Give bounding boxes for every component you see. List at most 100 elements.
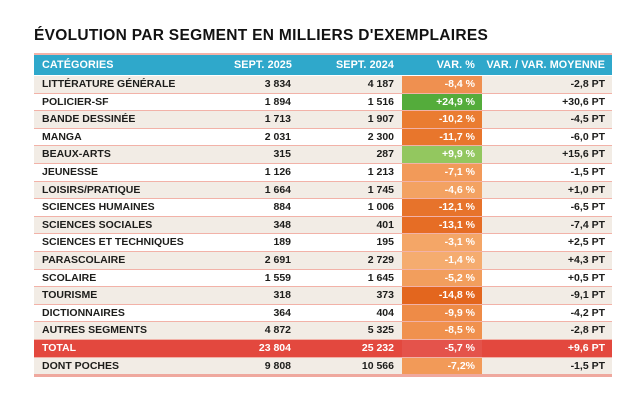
sept-2025-cell: 23 804	[258, 341, 291, 354]
sept-2025-cell: 884	[273, 201, 291, 214]
sept-2025-cell: 2 691	[264, 253, 291, 266]
category-cell: AUTRES SEGMENTS	[42, 324, 148, 337]
sept-2024-cell: 2 300	[367, 130, 394, 143]
sept-2025-cell: 9 808	[264, 359, 291, 372]
table-row: BANDE DESSINÉE 1 713 1 907 -10,2 % -4,5 PT	[34, 110, 612, 128]
category-cell: LITTÉRATURE GÉNÉRALE	[42, 78, 176, 90]
var-avg-cell: +2,5 PT	[567, 236, 605, 249]
table-row: AUTRES SEGMENTS 4 872 5 325 -8,5 % -2,8 PT	[34, 321, 612, 339]
category-cell: SCIENCES HUMAINES	[42, 201, 155, 214]
table-row: TOURISME 318 373 -14,8 % -9,1 PT	[34, 286, 612, 304]
var-pct-cell: -5,7 %	[402, 339, 482, 357]
var-pct-cell: -8,5 %	[402, 322, 482, 339]
sept-2025-cell: 315	[273, 148, 291, 161]
table-row: DICTIONNAIRES 364 404 -9,9 % -4,2 PT	[34, 303, 612, 322]
category-cell: TOTAL	[42, 341, 77, 354]
category-cell: JEUNESSE	[42, 165, 99, 178]
var-avg-cell: -2,8 PT	[570, 78, 605, 90]
sept-2024-cell: 1 745	[367, 183, 394, 196]
var-avg-cell: +0,5 PT	[567, 271, 605, 284]
sept-2024-cell: 373	[376, 289, 394, 302]
column-header-var-pct: VAR. %	[436, 59, 475, 71]
sept-2024-cell: 25 232	[361, 341, 394, 354]
table-row: PARASCOLAIRE 2 691 2 729 -1,4 % +4,3 PT	[34, 250, 612, 269]
category-cell: DONT POCHES	[42, 359, 120, 372]
sept-2025-cell: 4 872	[264, 324, 291, 337]
table-row: BEAUX-ARTS 315 287 +9,9 % +15,6 PT	[34, 145, 612, 163]
category-cell: PARASCOLAIRE	[42, 253, 126, 266]
table-row: DONT POCHES 9 808 10 566 -7,2% -1,5 PT	[34, 356, 612, 375]
sept-2025-cell: 2 031	[264, 130, 291, 143]
category-cell: SCOLAIRE	[42, 271, 97, 284]
var-avg-cell: -6,5 PT	[570, 201, 605, 214]
var-pct-cell: -14,8 %	[402, 287, 482, 304]
var-avg-cell: -4,5 PT	[570, 113, 605, 126]
var-pct-cell: -12,1 %	[402, 199, 482, 216]
table-body: LITTÉRATURE GÉNÉRALE 3 834 4 187 -8,4 % -2,8…	[34, 75, 612, 375]
category-cell: DICTIONNAIRES	[42, 306, 125, 319]
sept-2025-cell: 1 126	[264, 165, 291, 178]
var-pct-cell: -9,9 %	[402, 304, 482, 322]
sept-2024-cell: 1 645	[367, 271, 394, 284]
var-pct-cell: -3,1 %	[402, 234, 482, 251]
var-avg-cell: -2,8 PT	[570, 324, 605, 337]
category-cell: BANDE DESSINÉE	[42, 113, 136, 126]
sept-2024-cell: 1 006	[367, 201, 394, 214]
sept-2025-cell: 1 894	[264, 95, 291, 108]
sept-2025-cell: 1 713	[264, 113, 291, 126]
var-pct-cell: +9,9 %	[402, 146, 482, 163]
sept-2024-cell: 2 729	[367, 253, 394, 266]
sept-2024-cell: 195	[376, 236, 394, 249]
var-pct-cell: -1,4 %	[402, 251, 482, 269]
column-header-sept-2025: SEPT. 2025	[234, 59, 293, 71]
sept-2024-cell: 404	[376, 306, 394, 319]
var-avg-cell: +30,6 PT	[562, 95, 605, 108]
table-row: SCIENCES SOCIALES 348 401 -13,1 % -7,4 PT	[34, 215, 612, 234]
page-title: ÉVOLUTION PAR SEGMENT EN MILLIERS D'EXEM…	[34, 27, 489, 44]
var-pct-cell: +24,9 %	[402, 93, 482, 111]
var-avg-cell: +15,6 PT	[562, 148, 605, 161]
table-row: SCOLAIRE 1 559 1 645 -5,2 % +0,5 PT	[34, 268, 612, 287]
category-cell: MANGA	[42, 130, 82, 143]
table-row: SCIENCES HUMAINES 884 1 006 -12,1 % -6,5 PT	[34, 198, 612, 216]
var-avg-cell: +9,6 PT	[567, 341, 605, 354]
column-header-sept-2024: SEPT. 2024	[335, 59, 394, 71]
sept-2024-cell: 10 566	[361, 359, 394, 372]
table-row: SCIENCES ET TECHNIQUES 189 195 -3,1 % +2,5 P…	[34, 233, 612, 251]
sept-2025-cell: 3 834	[264, 78, 291, 90]
var-pct-cell: -4,6 %	[402, 181, 482, 199]
var-avg-cell: -1,5 PT	[570, 165, 605, 178]
table-row: POLICIER-SF 1 894 1 516 +24,9 % +30,6 PT	[34, 92, 612, 111]
sept-2025-cell: 1 664	[264, 183, 291, 196]
var-pct-cell: -11,7 %	[402, 128, 482, 146]
sept-2024-cell: 1 907	[367, 113, 394, 126]
table-row: LOISIRS/PRATIQUE 1 664 1 745 -4,6 % +1,0 PT	[34, 180, 612, 199]
sept-2024-cell: 401	[376, 218, 394, 231]
segment-table: CATÉGORIES SEPT. 2025 SEPT. 2024 VAR. % VAR.…	[34, 53, 612, 378]
sept-2024-cell: 287	[376, 148, 394, 161]
sept-2024-cell: 1 213	[367, 165, 394, 178]
var-avg-cell: -6,0 PT	[570, 130, 605, 143]
category-cell: SCIENCES SOCIALES	[42, 218, 153, 231]
category-cell: BEAUX-ARTS	[42, 148, 111, 161]
var-pct-cell: -7,2%	[402, 357, 482, 375]
sept-2025-cell: 189	[273, 236, 291, 249]
column-header-var-moyenne: VAR. / VAR. MOYENNE	[486, 59, 605, 71]
var-avg-cell: -1,5 PT	[570, 359, 605, 372]
sept-2025-cell: 364	[273, 306, 291, 319]
sept-2024-cell: 4 187	[367, 78, 394, 90]
var-pct-cell: -5,2 %	[402, 269, 482, 287]
table-row: JEUNESSE 1 126 1 213 -7,1 % -1,5 PT	[34, 162, 612, 181]
table-row: LITTÉRATURE GÉNÉRALE 3 834 4 187 -8,4 % -2,8…	[34, 75, 612, 93]
sept-2024-cell: 1 516	[367, 95, 394, 108]
category-cell: LOISIRS/PRATIQUE	[42, 183, 141, 196]
category-cell: TOURISME	[42, 289, 98, 302]
var-pct-cell: -10,2 %	[402, 111, 482, 128]
var-pct-cell: -8,4 %	[402, 76, 482, 93]
category-cell: POLICIER-SF	[42, 95, 109, 108]
var-avg-cell: +4,3 PT	[567, 253, 605, 266]
sept-2025-cell: 318	[273, 289, 291, 302]
table-row: MANGA 2 031 2 300 -11,7 % -6,0 PT	[34, 127, 612, 146]
category-cell: SCIENCES ET TECHNIQUES	[42, 236, 184, 249]
